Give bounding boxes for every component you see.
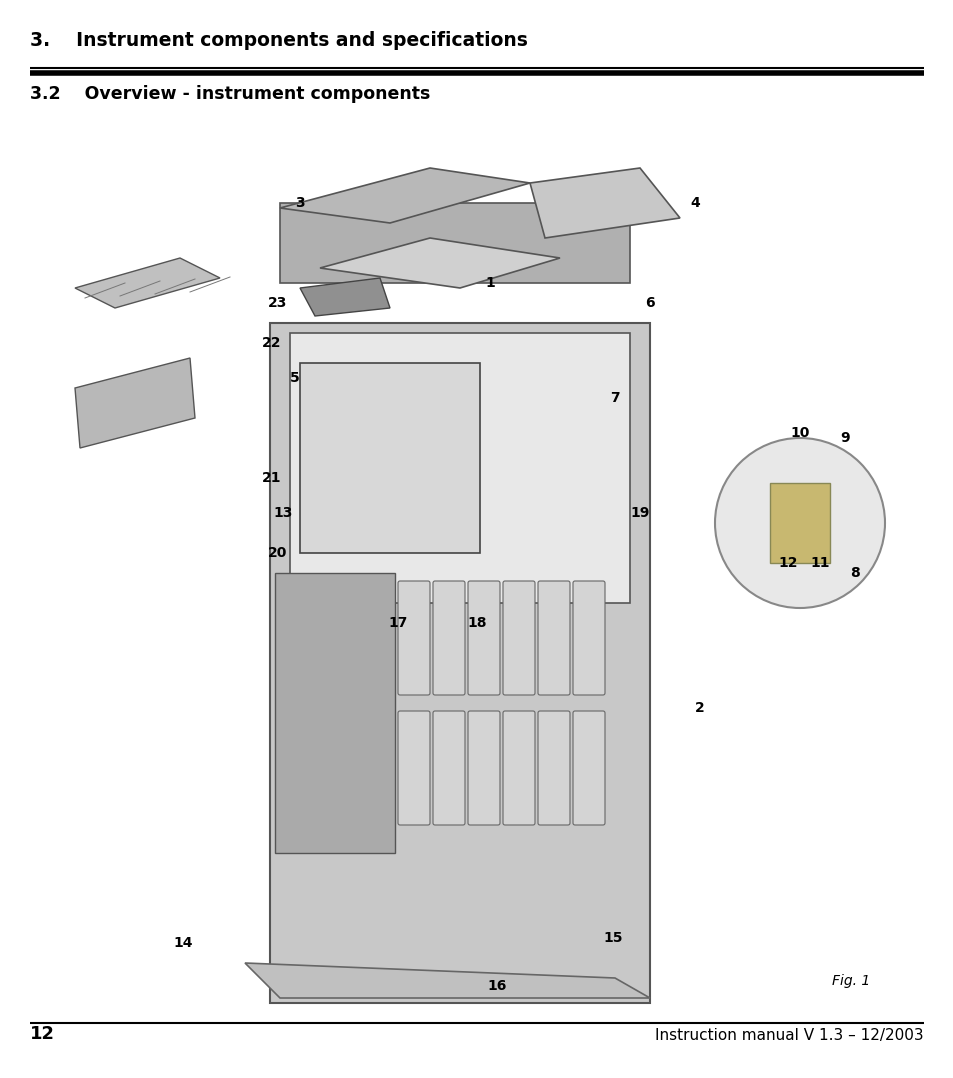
Text: 21: 21 [262,471,281,485]
Polygon shape [75,258,220,308]
Text: 1: 1 [485,276,495,290]
FancyBboxPatch shape [537,711,569,825]
Text: 18: 18 [467,616,486,630]
FancyBboxPatch shape [290,333,629,603]
FancyBboxPatch shape [502,711,535,825]
Text: 3.2    Overview - instrument components: 3.2 Overview - instrument components [30,85,430,103]
FancyBboxPatch shape [769,483,829,563]
Polygon shape [280,168,530,223]
Text: 7: 7 [610,391,619,405]
Text: 14: 14 [173,936,193,950]
FancyBboxPatch shape [274,573,395,853]
Text: 5: 5 [290,371,299,385]
FancyBboxPatch shape [433,581,464,695]
Polygon shape [75,358,194,448]
Polygon shape [530,168,679,238]
FancyBboxPatch shape [299,363,479,553]
Text: 8: 8 [849,566,859,580]
Text: 12: 12 [30,1025,55,1044]
Text: Fig. 1: Fig. 1 [831,975,869,989]
Text: 3: 3 [294,196,305,210]
FancyBboxPatch shape [502,581,535,695]
Text: 6: 6 [644,296,654,310]
Polygon shape [299,278,390,316]
Text: 2: 2 [695,701,704,715]
Text: 12: 12 [778,556,797,570]
FancyBboxPatch shape [468,581,499,695]
FancyBboxPatch shape [397,581,430,695]
Text: 16: 16 [487,979,506,993]
Text: 9: 9 [840,431,849,445]
Text: 13: 13 [273,506,293,520]
Text: 17: 17 [388,616,407,630]
Text: Instruction manual V 1.3 – 12/2003: Instruction manual V 1.3 – 12/2003 [655,1028,923,1044]
Text: 11: 11 [809,556,829,570]
FancyBboxPatch shape [397,711,430,825]
Text: 10: 10 [789,426,809,440]
FancyBboxPatch shape [270,323,649,1003]
Circle shape [714,438,884,608]
Text: 22: 22 [262,336,281,350]
Text: 15: 15 [602,931,622,945]
FancyBboxPatch shape [280,203,629,284]
Text: 19: 19 [630,506,649,520]
Text: 23: 23 [268,296,288,310]
FancyBboxPatch shape [433,711,464,825]
Polygon shape [319,238,559,288]
FancyBboxPatch shape [468,711,499,825]
Text: 4: 4 [689,196,700,210]
Polygon shape [245,963,649,998]
Text: 3.    Instrument components and specifications: 3. Instrument components and specificati… [30,31,527,50]
FancyBboxPatch shape [573,711,604,825]
FancyBboxPatch shape [573,581,604,695]
FancyBboxPatch shape [537,581,569,695]
Text: 20: 20 [268,545,288,559]
